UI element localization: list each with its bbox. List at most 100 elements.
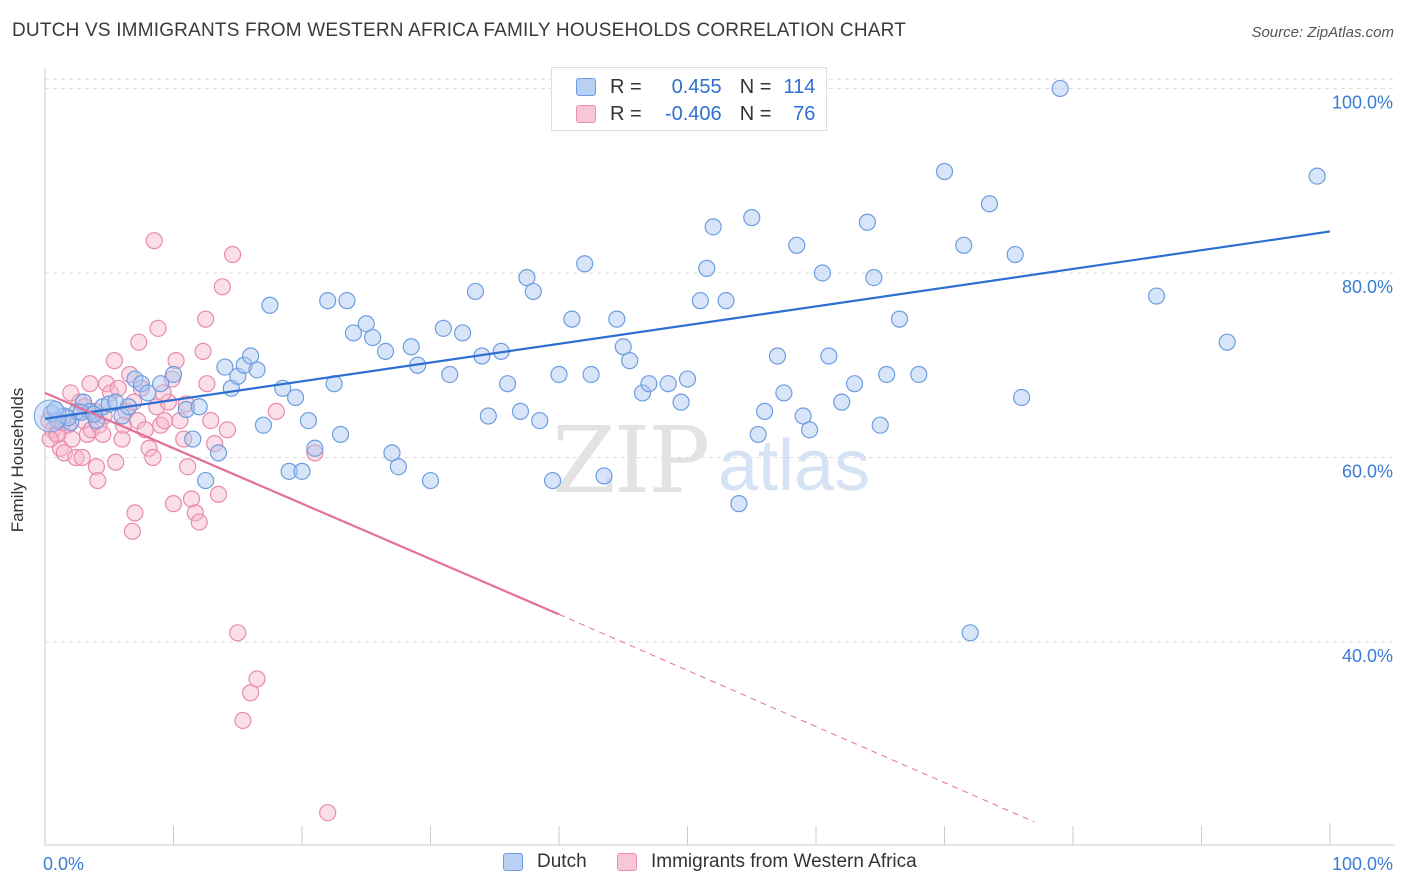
dutch-point	[614, 338, 632, 356]
dutch-point	[794, 407, 812, 425]
dutch-point	[164, 365, 183, 384]
dutch-point	[550, 365, 568, 384]
immigrant-point	[81, 375, 99, 393]
immigrant-point	[87, 458, 106, 476]
dutch-point	[242, 347, 260, 365]
dutch-point	[216, 358, 234, 376]
legend-swatch-blue	[503, 853, 523, 871]
immigrant-point	[175, 430, 193, 448]
immigrant-point	[213, 278, 231, 296]
legend-swatch-pink	[576, 105, 596, 123]
immigrant-point	[306, 444, 324, 462]
dutch-point	[293, 462, 311, 480]
dutch-point	[184, 430, 202, 448]
y-tick-label: 60.0%	[1342, 462, 1393, 482]
y-tick-label: 40.0%	[1342, 646, 1393, 666]
dutch-point	[306, 439, 324, 457]
immigrant-point	[177, 395, 195, 413]
dutch-point	[107, 393, 125, 411]
dutch-point	[152, 375, 170, 393]
immigrant-point	[218, 421, 237, 439]
immigrant-point	[197, 310, 215, 328]
n-label: N =	[739, 75, 772, 98]
dutch-point	[730, 495, 748, 513]
dutch-point	[691, 292, 709, 310]
watermark-atlas: atlas	[718, 426, 870, 506]
dutch-point	[286, 388, 305, 407]
legend-item-dutch[interactable]: Dutch	[503, 851, 587, 873]
dutch-point	[1308, 167, 1326, 185]
dutch-point	[197, 471, 215, 490]
immigrant-point	[234, 711, 252, 730]
dutch-point	[582, 365, 600, 384]
x-tick-label: 100.0%	[1332, 854, 1393, 874]
dutch-point	[402, 338, 420, 356]
legend-swatch-pink	[617, 853, 637, 871]
dutch-point	[319, 292, 337, 310]
immigrant-point	[41, 430, 59, 448]
dutch-point	[364, 328, 382, 347]
dutch-point	[813, 264, 832, 282]
dutch-point	[800, 421, 819, 439]
legend-row-immigrants: R = -0.406 N = 76	[576, 101, 815, 127]
dutch-point	[633, 384, 652, 402]
dutch-point	[595, 467, 613, 485]
dutch-point	[479, 407, 497, 425]
dutch-point	[955, 236, 973, 254]
dutch-point	[1218, 333, 1236, 351]
dutch-point	[543, 471, 562, 490]
immigrant-point	[229, 624, 247, 642]
immigrant-point	[242, 684, 260, 702]
dutch-point	[280, 462, 298, 480]
immigrant-point	[149, 319, 167, 337]
dutch-point	[132, 375, 150, 393]
dutch-point	[865, 268, 883, 287]
series-legend: Dutch Immigrants from Western Africa	[0, 851, 1406, 877]
immigrant-point	[121, 365, 139, 384]
legend-swatch-blue	[576, 78, 596, 96]
immigrant-trend-extension	[558, 613, 1035, 823]
pink-series	[40, 232, 337, 822]
immigrant-point	[202, 411, 220, 430]
dutch-point	[1051, 79, 1069, 98]
dutch-point	[376, 342, 395, 360]
immigrant-point	[164, 495, 183, 513]
dutch-point	[608, 310, 626, 328]
dutch-point	[755, 402, 774, 420]
blue-series	[33, 79, 1326, 642]
immigrant-trend-line	[44, 391, 560, 616]
dutch-point	[331, 425, 350, 444]
legend-item-immigrants[interactable]: Immigrants from Western Africa	[617, 851, 917, 873]
immigrant-point	[113, 430, 131, 448]
r-label: R =	[610, 75, 642, 98]
dutch-point	[235, 356, 253, 374]
dutch-point	[788, 236, 806, 254]
immigrant-point	[167, 352, 185, 370]
dutch-point	[1012, 388, 1031, 407]
dutch-point	[454, 324, 472, 342]
dutch-point	[910, 365, 928, 384]
immigrant-point	[224, 245, 242, 264]
dutch-point	[858, 213, 877, 231]
dutch-point	[466, 282, 485, 301]
dutch-point	[511, 402, 530, 420]
dutch-point	[878, 365, 896, 384]
immigrant-point	[155, 411, 174, 430]
immigrant-point	[179, 458, 197, 476]
immigrant-point	[206, 435, 224, 453]
dutch-point	[139, 384, 157, 402]
immigrant-point	[198, 375, 216, 393]
tick-labels: 40.0% 60.0% 80.0% 100.0% 0.0% 100.0%	[43, 92, 1393, 874]
y-tick-label: 100.0%	[1332, 92, 1393, 112]
immigrant-point	[145, 232, 163, 250]
immigrant-point	[123, 522, 141, 540]
watermark-zip: ZIP	[552, 407, 708, 514]
dutch-point	[177, 400, 195, 419]
dutch-point	[717, 292, 735, 310]
dutch-point	[833, 393, 851, 411]
dutch-point	[576, 255, 594, 273]
dutch-point	[338, 292, 356, 310]
dutch-point	[357, 315, 375, 333]
immigrant-point	[186, 504, 204, 522]
dutch-point	[659, 375, 677, 393]
